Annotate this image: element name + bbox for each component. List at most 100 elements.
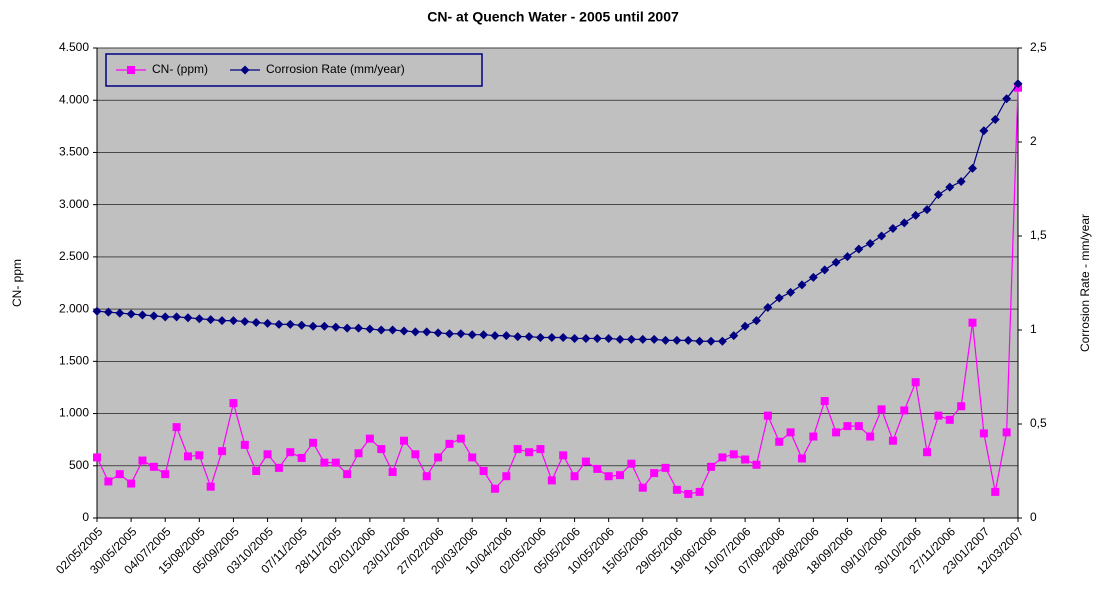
y-tick-label: 4.000 (59, 92, 89, 106)
data-point (615, 334, 625, 344)
data-point (877, 231, 887, 241)
data-point (399, 326, 409, 336)
data-point (820, 397, 829, 406)
data-point (979, 126, 989, 136)
data-point (1002, 94, 1012, 104)
data-point (92, 306, 102, 316)
data-point (945, 182, 955, 192)
data-point (388, 325, 398, 335)
data-point (672, 335, 682, 345)
data-point (218, 447, 227, 456)
data-point (990, 114, 1000, 124)
data-point (444, 329, 454, 339)
data-point (604, 333, 614, 343)
data-point (570, 333, 580, 343)
data-point (729, 450, 738, 459)
data-point (820, 265, 830, 275)
data-point (354, 449, 363, 458)
data-point (490, 331, 500, 341)
data-point (251, 317, 261, 327)
legend-marker (240, 65, 250, 75)
legend-box (105, 53, 483, 87)
data-point (888, 223, 898, 233)
data-point (717, 336, 727, 346)
data-point (1002, 428, 1011, 437)
data-point (501, 331, 511, 341)
data-point (558, 333, 568, 343)
y-tick-label: 4.500 (59, 40, 89, 54)
data-point (297, 453, 306, 462)
data-point (456, 434, 465, 443)
data-point (331, 322, 341, 332)
data-point (365, 324, 375, 334)
data-point (854, 244, 864, 254)
data-point (740, 321, 750, 331)
series-line (96, 87, 1019, 495)
data-point (649, 334, 659, 344)
data-point (661, 335, 671, 345)
legend-label: CN- (ppm) (152, 62, 208, 76)
data-point (286, 448, 295, 457)
series-line (96, 83, 1019, 342)
data-point (672, 485, 681, 494)
y2-tick-label: 1 (1030, 322, 1037, 336)
data-point (103, 307, 113, 317)
data-point (263, 450, 272, 459)
data-point (832, 428, 841, 437)
data-point (467, 330, 477, 340)
data-point (524, 332, 534, 342)
data-point (843, 422, 852, 431)
data-point (842, 252, 852, 262)
data-point (707, 462, 715, 471)
data-point (786, 287, 796, 297)
data-point (183, 313, 193, 323)
data-point (559, 451, 568, 460)
data-point (297, 320, 307, 330)
data-point (149, 462, 158, 471)
data-point (206, 482, 215, 491)
y-tick-label: 1.500 (59, 354, 89, 368)
data-point (309, 438, 318, 447)
data-point (525, 448, 534, 457)
data-point (547, 476, 556, 485)
data-point (729, 331, 739, 341)
data-point (752, 460, 761, 469)
data-point (263, 318, 273, 328)
data-point (217, 316, 227, 326)
data-point (308, 321, 318, 331)
data-point (684, 489, 693, 498)
data-point (240, 440, 249, 449)
legend-label: Corrosion Rate (mm/year) (266, 62, 405, 76)
data-point (161, 470, 170, 479)
data-point (888, 436, 897, 445)
data-point (945, 415, 954, 424)
data-point (797, 454, 806, 463)
data-point (616, 471, 625, 480)
data-point (388, 468, 397, 477)
data-point (513, 332, 523, 342)
data-point (604, 472, 613, 481)
data-point (593, 464, 602, 473)
data-point (581, 457, 590, 466)
data-point (923, 448, 932, 457)
data-point (468, 453, 477, 462)
data-point (194, 314, 204, 324)
data-point (274, 463, 283, 472)
data-point (445, 439, 454, 448)
data-point (831, 257, 841, 267)
chart-title: CN- at Quench Water - 2005 until 2007 (427, 9, 679, 25)
data-point (319, 321, 329, 331)
data-point (763, 411, 772, 420)
data-point (285, 319, 295, 329)
data-point (797, 280, 807, 290)
data-point (206, 315, 216, 325)
data-point (149, 311, 159, 321)
data-point (808, 272, 818, 282)
data-point (93, 453, 101, 462)
data-point (626, 334, 636, 344)
data-point (433, 328, 443, 338)
data-point (968, 163, 978, 173)
data-point (865, 239, 875, 249)
data-point (252, 467, 261, 475)
